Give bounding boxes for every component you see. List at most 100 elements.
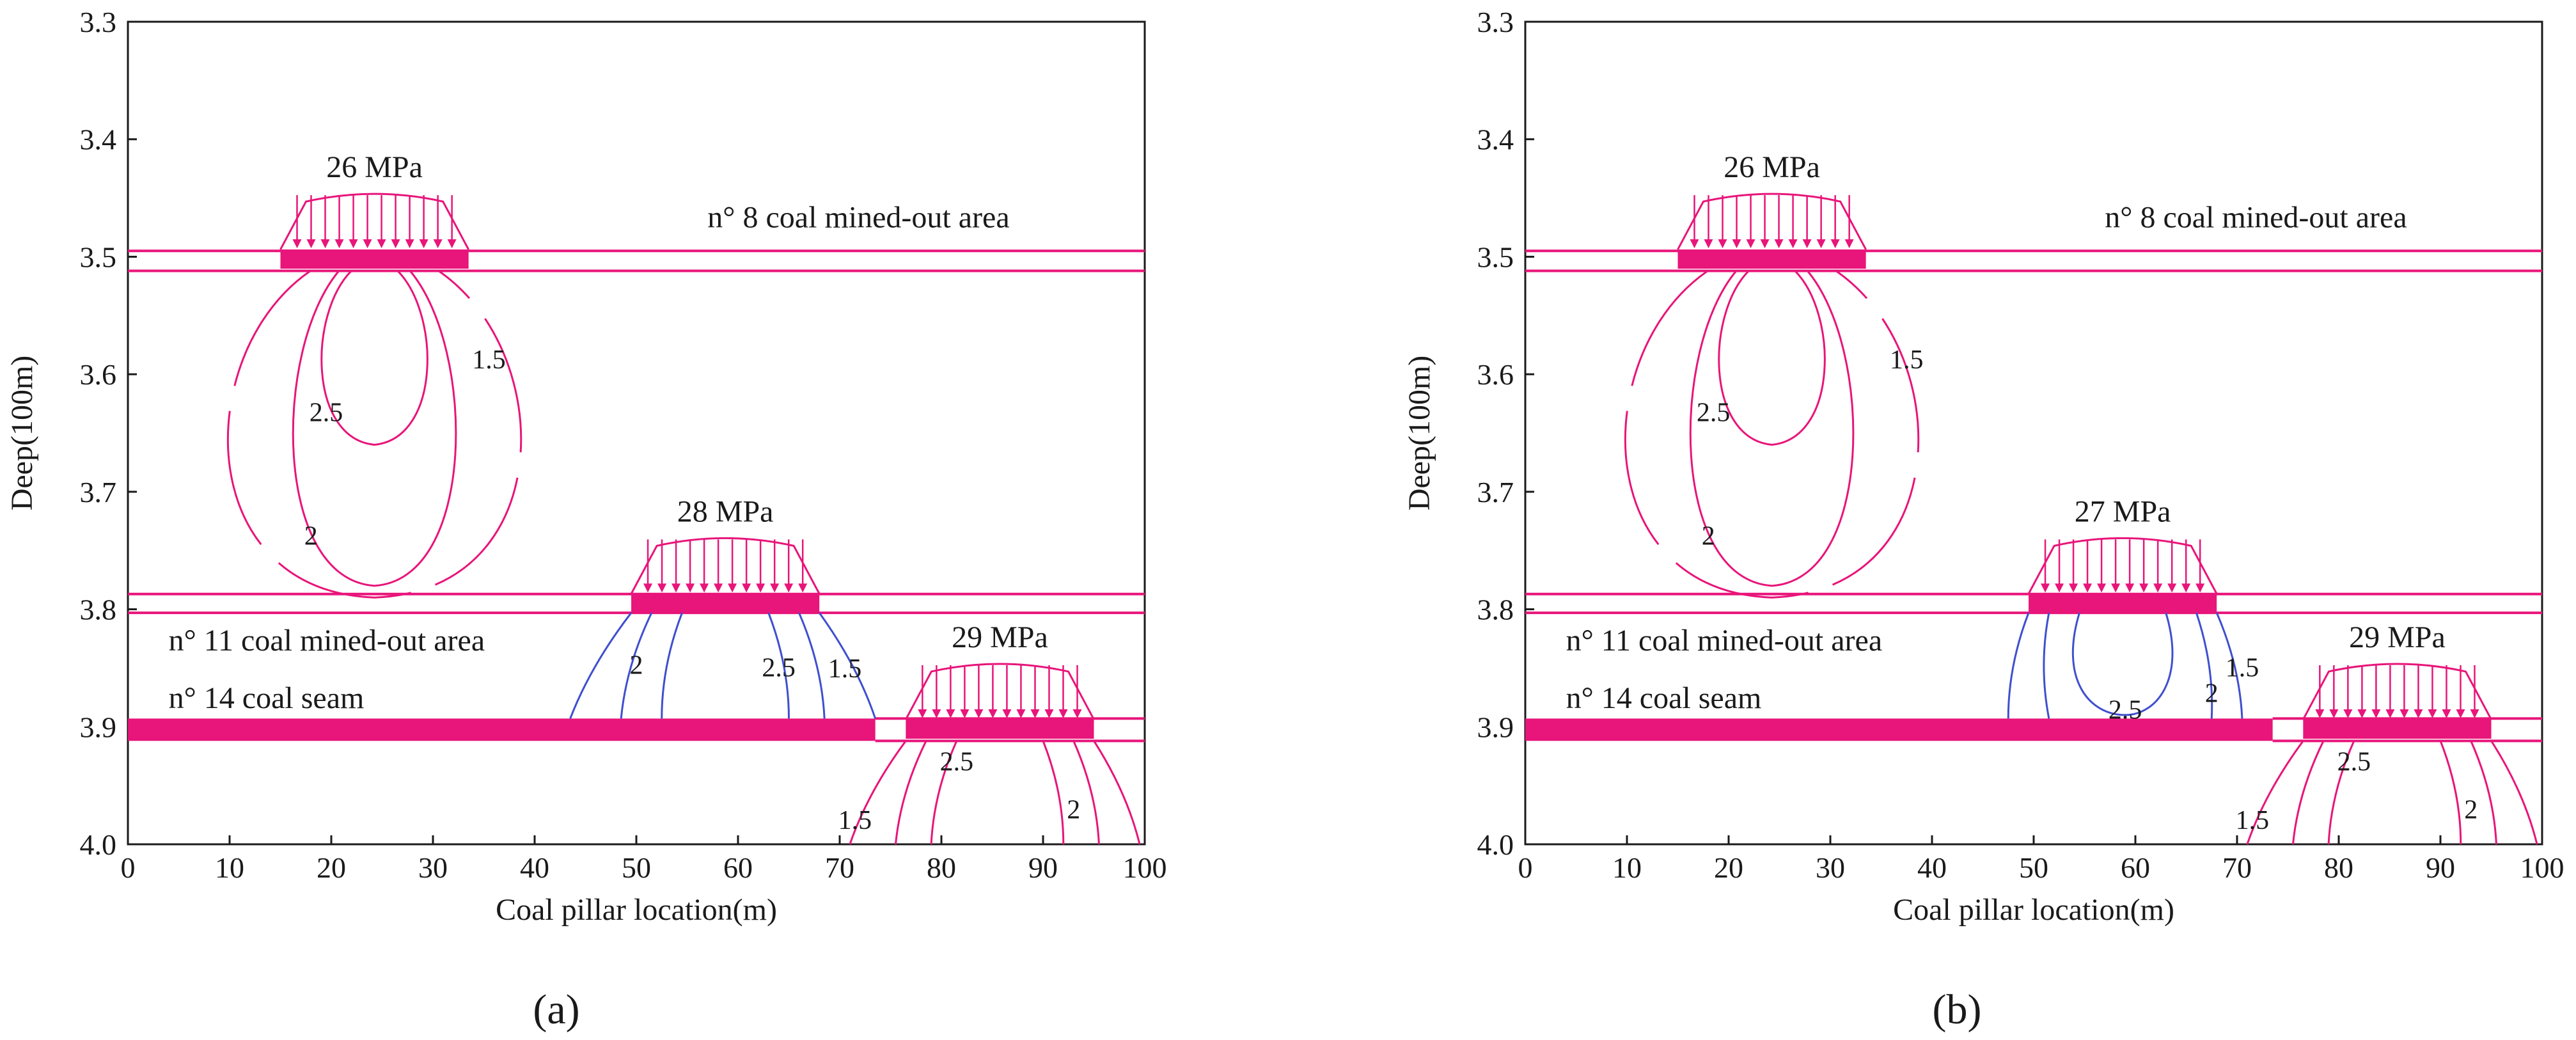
pillar-stress-label: 26 MPa [1724, 150, 1820, 184]
x-tick-label: 100 [2520, 851, 2564, 884]
stress-arrowhead [1044, 709, 1054, 718]
stress-arrowhead [2357, 709, 2367, 718]
stress-arrowhead [2315, 709, 2325, 718]
stress-contour-pillar3 [2246, 740, 2304, 845]
stress-arrowhead [1732, 239, 1741, 249]
stress-arrowhead [714, 583, 723, 593]
x-tick-label: 40 [520, 851, 549, 884]
stress-arrowhead [306, 239, 316, 249]
stress-arrowhead [1030, 709, 1040, 718]
x-tick-label: 90 [1028, 851, 1058, 884]
stress-arrowhead [1830, 239, 1840, 249]
stress-contour-inner [320, 270, 428, 446]
contour-label: 2.5 [762, 653, 796, 682]
stress-arrowhead [2083, 583, 2093, 593]
stress-arrowhead [1774, 239, 1784, 249]
chart-panel-b: 0 10 20 30 40 50 60 70 80 90 100 3.3 3.4 3.5 3.6 3.7 3.8… [1402, 6, 2564, 1033]
stress-arrowhead [2385, 709, 2395, 718]
stress-arrowhead [700, 583, 709, 593]
stress-envelope [1677, 193, 1867, 250]
stress-arrowhead [974, 709, 984, 718]
stress-contour-outer [1624, 270, 1920, 599]
x-tick-label: 0 [121, 851, 136, 884]
x-tick-label: 80 [2324, 851, 2353, 884]
x-tick-label: 10 [215, 851, 244, 884]
stress-arrowhead [320, 239, 330, 249]
stress-contour-pillar3 [1042, 740, 1065, 845]
stress-arrowhead [433, 239, 443, 249]
stress-arrowhead [2428, 709, 2437, 718]
y-tick-label: 4.0 [1477, 828, 1514, 861]
y-tick-label: 3.3 [1477, 6, 1514, 38]
y-tick-label: 3.5 [80, 240, 117, 273]
stress-arrowhead [2125, 583, 2135, 593]
stress-contour-pillar3 [849, 740, 907, 845]
stress-arrowhead [946, 709, 955, 718]
pillar-stress-label: 26 MPa [326, 150, 423, 184]
x-tick-label: 40 [1917, 851, 1947, 884]
stress-arrowhead [1690, 239, 1699, 249]
stress-arrowhead [1746, 239, 1755, 249]
pillar-bar [2303, 719, 2492, 739]
contour-label: 2 [2464, 796, 2478, 825]
contour-label: 2 [1702, 522, 1715, 551]
stress-arrowhead [2139, 583, 2149, 593]
y-tick-label: 3.3 [80, 6, 117, 38]
stress-arrowhead [1002, 709, 1012, 718]
stress-envelope [630, 537, 821, 595]
layer-label: n° 8 coal mined-out area [707, 201, 1009, 235]
pillar-stress-label: 29 MPa [2349, 620, 2446, 654]
y-tick-label: 3.9 [80, 711, 117, 743]
pillar-bar [906, 719, 1094, 739]
stress-arrowhead [1844, 239, 1854, 249]
stress-arrowhead [2069, 583, 2078, 593]
stress-contour-blue [661, 612, 683, 719]
stress-contour-pillar3 [894, 740, 927, 845]
coal-seam-bar [1525, 718, 2273, 741]
stress-arrowhead [2343, 709, 2353, 718]
stress-contour-pillar3 [1072, 740, 1100, 845]
y-tick-label: 3.7 [80, 476, 117, 508]
stress-arrowhead [1072, 709, 1082, 718]
contour-label: 2.5 [310, 398, 343, 428]
pillar-stress-label: 28 MPa [677, 494, 774, 528]
pillar-bar [2029, 594, 2217, 613]
pillar-bar [631, 594, 820, 613]
stress-arrowhead [2041, 583, 2050, 593]
contour-label: 1.5 [828, 654, 862, 684]
x-tick-label: 100 [1123, 851, 1167, 884]
stress-contour-blue [767, 612, 790, 719]
contour-label: 2 [304, 522, 318, 551]
y-tick-label: 3.6 [1477, 358, 1514, 391]
coal-seam-bar [128, 718, 876, 741]
stress-arrowhead [2167, 583, 2177, 593]
stress-arrowhead [770, 583, 780, 593]
y-axis-label: Deep(100m) [5, 356, 39, 511]
x-axis-label: Coal pillar location(m) [1893, 893, 2174, 927]
x-axis-label: Coal pillar location(m) [496, 893, 777, 927]
stress-contour-pillar3 [2490, 740, 2538, 845]
stress-arrowhead [988, 709, 998, 718]
stress-arrowhead [1016, 709, 1026, 718]
x-tick-label: 30 [418, 851, 448, 884]
stress-arrowhead [2097, 583, 2107, 593]
x-tick-label: 70 [2222, 851, 2252, 884]
y-tick-label: 4.0 [80, 828, 117, 861]
stress-arrowhead [756, 583, 766, 593]
stress-arrowhead [960, 709, 970, 718]
stress-arrowhead [2153, 583, 2163, 593]
stress-contour-blue [569, 612, 632, 719]
stress-contour-blue [2215, 612, 2243, 719]
y-tick-label: 3.7 [1477, 476, 1514, 508]
stress-envelope [279, 193, 469, 250]
panel-caption: (b) [1933, 986, 1982, 1033]
stress-arrowhead [1704, 239, 1713, 249]
stress-arrowhead [918, 709, 927, 718]
y-tick-label: 3.6 [80, 358, 117, 391]
chart-panel-a: 0 10 20 30 40 50 60 70 80 90 100 3.3 3.4 3.5 3.6 3.7 3.8… [5, 6, 1167, 1033]
stress-contour-blue [2043, 612, 2050, 719]
x-tick-label: 60 [723, 851, 753, 884]
panel-caption: (a) [533, 986, 579, 1033]
